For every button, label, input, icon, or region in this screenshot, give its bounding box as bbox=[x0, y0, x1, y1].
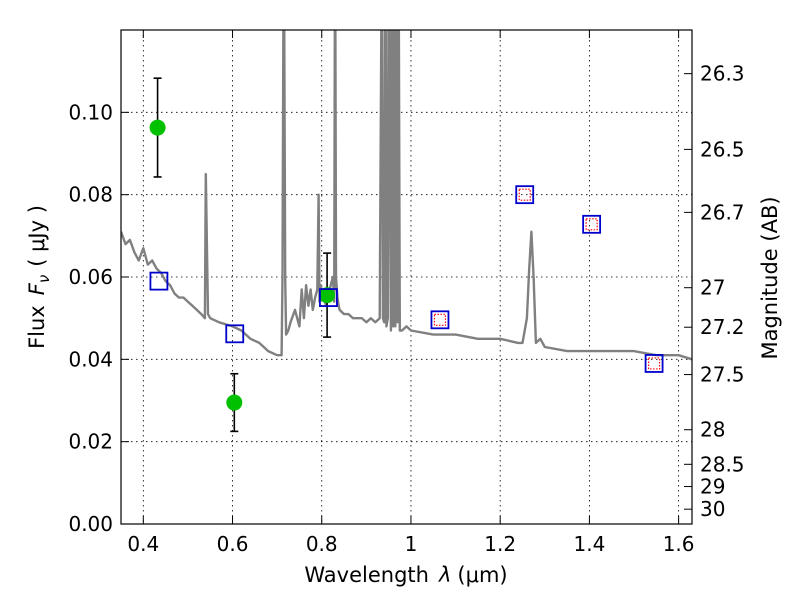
y2-tick-label: 29 bbox=[700, 475, 725, 499]
model-flux-inner-square bbox=[585, 218, 598, 231]
x-tick-label: 1.2 bbox=[484, 532, 516, 556]
y2-tick-label: 28.5 bbox=[700, 452, 745, 476]
x-tick-label: 1.4 bbox=[573, 532, 605, 556]
x-tick-label: 0.4 bbox=[127, 532, 159, 556]
model-flux-inner-square bbox=[647, 357, 661, 370]
y2-tick-label: 27.2 bbox=[700, 315, 745, 339]
y-axis-label: FluxFν( μJy ) bbox=[25, 205, 53, 349]
y2-tick-label: 26.5 bbox=[700, 137, 745, 161]
measured-flux-point bbox=[149, 119, 166, 136]
x-tick-label: 0.6 bbox=[217, 532, 249, 556]
y2-tick-label: 26.3 bbox=[700, 62, 745, 86]
model-flux-square bbox=[515, 185, 535, 205]
y2-axis-label: Magnitude (AB) bbox=[758, 196, 782, 359]
y-tick-label: 0.02 bbox=[68, 430, 113, 454]
model-flux-inner-square bbox=[518, 188, 531, 201]
y-tick-label: 0.08 bbox=[68, 183, 113, 207]
measured-flux-point bbox=[226, 394, 243, 411]
y2-tick-label: 27 bbox=[700, 276, 725, 300]
x-tick-label: 1.6 bbox=[663, 532, 695, 556]
y2-tick-label: 30 bbox=[700, 497, 725, 521]
y-tick-label: 0.06 bbox=[68, 265, 113, 289]
x-tick-label: 1 bbox=[405, 532, 418, 556]
model-flux-square bbox=[149, 271, 169, 291]
model-flux-square bbox=[225, 324, 245, 344]
y-tick-label: 0.04 bbox=[68, 347, 113, 371]
model-flux-inner-square bbox=[433, 313, 447, 326]
model-flux-square bbox=[430, 310, 450, 330]
y-tick-label: 0.10 bbox=[68, 100, 113, 124]
x-tick-label: 0.8 bbox=[306, 532, 338, 556]
tick-marks bbox=[121, 30, 692, 525]
y2-tick-label: 26.7 bbox=[700, 200, 745, 224]
tick-labels: 0.4 0.6 0.8 1 1.2 1.4 1.6 0.00 0.02 0.04 0.06 0.08 0… bbox=[68, 62, 744, 556]
y2-tick-label: 27.5 bbox=[700, 363, 745, 387]
model-flux-square bbox=[319, 288, 338, 307]
y2-tick-label: 28 bbox=[700, 418, 725, 442]
model-flux-square bbox=[644, 354, 664, 373]
x-axis-label: Wavelength λ (μm) bbox=[304, 563, 507, 587]
y-tick-label: 0.00 bbox=[68, 512, 113, 536]
data-layer bbox=[121, 30, 692, 433]
measured-flux-point bbox=[319, 287, 336, 304]
model-flux-square bbox=[582, 214, 602, 234]
